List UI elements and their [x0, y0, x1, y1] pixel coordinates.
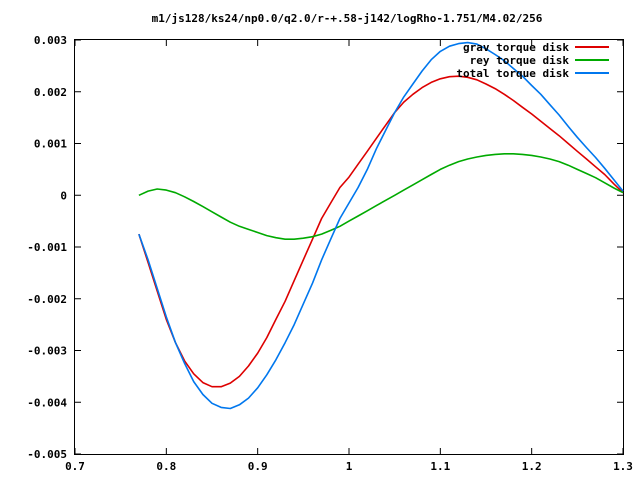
y-tick-label: 0.002	[34, 86, 67, 99]
chart-title: m1/js128/ks24/np0.0/q2.0/r-+.58-j142/log…	[152, 12, 543, 25]
axis-ticks: 0.7 0.8 0.9 1 1.1 1.2 1.3 0.003 0.002 0.001 0 -0.00…	[27, 34, 633, 473]
plot-area-frame	[74, 39, 624, 455]
x-tick-label: 1	[346, 460, 353, 473]
legend-label-total-torque-disk: total torque disk	[456, 67, 569, 80]
series-line-total-torque-disk	[138, 41, 624, 410]
y-tick-label: 0.003	[34, 34, 67, 47]
y-tick-label: 0.001	[34, 138, 67, 151]
series-line-grav-torque-disk	[138, 75, 624, 388]
x-tick-label: 1.2	[522, 460, 542, 473]
legend-label-grav-torque-disk: grav torque disk	[463, 41, 569, 54]
x-tick-label: 1.1	[430, 460, 450, 473]
y-tick-label: -0.003	[27, 345, 67, 358]
x-tick-label: 0.9	[248, 460, 268, 473]
y-tick-label: -0.002	[27, 293, 67, 306]
y-tick-label: -0.001	[27, 241, 67, 254]
series-lines	[138, 41, 624, 410]
y-tick-label: -0.004	[27, 396, 67, 409]
series-line-rey-torque-disk	[138, 153, 624, 240]
y-tick-label: -0.005	[27, 448, 67, 461]
x-tick-label: 1.3	[613, 460, 633, 473]
x-tick-label: 0.8	[156, 460, 176, 473]
x-tick-label: 0.7	[65, 460, 85, 473]
legend-label-rey-torque-disk: rey torque disk	[470, 54, 570, 67]
y-tick-label: 0	[60, 189, 67, 202]
